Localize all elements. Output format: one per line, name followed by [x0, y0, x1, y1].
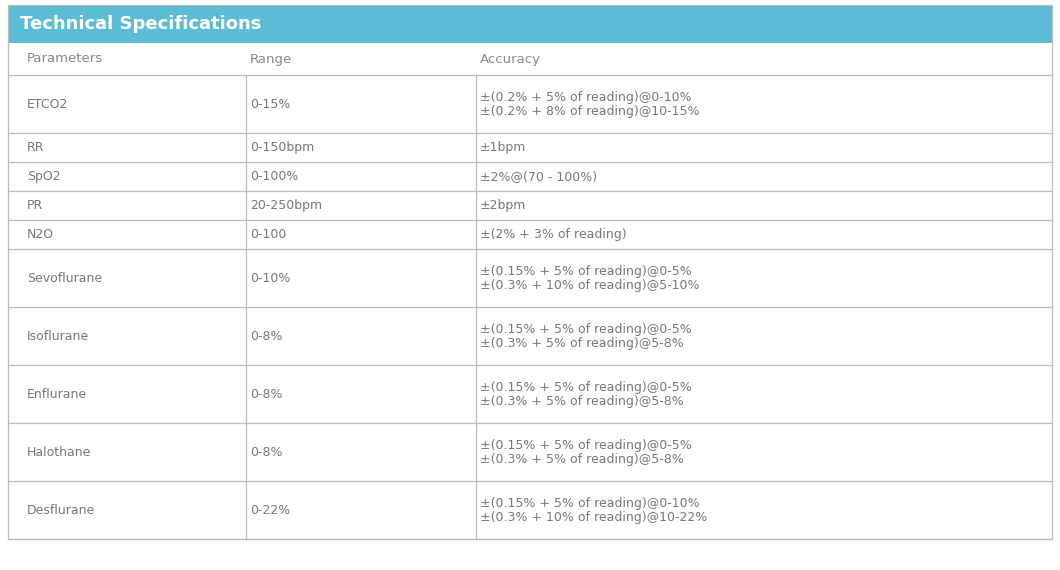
Text: ETCO2: ETCO2 — [26, 97, 68, 111]
Text: ±(0.3% + 5% of reading)@5-8%: ±(0.3% + 5% of reading)@5-8% — [480, 453, 684, 466]
Text: Technical Specifications: Technical Specifications — [20, 15, 262, 33]
Text: ±(0.3% + 10% of reading)@10-22%: ±(0.3% + 10% of reading)@10-22% — [480, 511, 707, 523]
Bar — [8, 133, 1052, 162]
Text: Parameters: Parameters — [26, 52, 103, 66]
Text: 0-10%: 0-10% — [250, 271, 290, 284]
Text: ±(0.15% + 5% of reading)@0-5%: ±(0.15% + 5% of reading)@0-5% — [480, 264, 691, 278]
Text: 0-100: 0-100 — [250, 228, 286, 241]
Text: PR: PR — [26, 199, 43, 212]
Bar — [8, 307, 1052, 365]
Bar — [8, 5, 1052, 43]
Text: 0-8%: 0-8% — [250, 388, 283, 401]
Text: Isoflurane: Isoflurane — [26, 329, 89, 343]
Text: ±(0.3% + 10% of reading)@5-10%: ±(0.3% + 10% of reading)@5-10% — [480, 279, 700, 291]
Bar — [8, 423, 1052, 481]
Text: ±(0.3% + 5% of reading)@5-8%: ±(0.3% + 5% of reading)@5-8% — [480, 394, 684, 408]
Text: 20-250bpm: 20-250bpm — [250, 199, 322, 212]
Bar — [8, 43, 1052, 75]
Text: SpO2: SpO2 — [26, 170, 60, 183]
Text: ±2%@(70 - 100%): ±2%@(70 - 100%) — [480, 170, 597, 183]
Text: ±(0.15% + 5% of reading)@0-5%: ±(0.15% + 5% of reading)@0-5% — [480, 381, 691, 393]
Text: ±(0.15% + 5% of reading)@0-5%: ±(0.15% + 5% of reading)@0-5% — [480, 323, 691, 336]
Text: 0-15%: 0-15% — [250, 97, 290, 111]
Text: RR: RR — [26, 141, 45, 154]
Text: ±(0.3% + 5% of reading)@5-8%: ±(0.3% + 5% of reading)@5-8% — [480, 336, 684, 349]
Text: ±(0.15% + 5% of reading)@0-5%: ±(0.15% + 5% of reading)@0-5% — [480, 438, 691, 451]
Text: Accuracy: Accuracy — [480, 52, 541, 66]
Bar — [8, 191, 1052, 220]
Text: Sevoflurane: Sevoflurane — [26, 271, 102, 284]
Text: Halothane: Halothane — [26, 446, 91, 458]
Bar — [8, 75, 1052, 133]
Text: ±(2% + 3% of reading): ±(2% + 3% of reading) — [480, 228, 626, 241]
Text: 0-150bpm: 0-150bpm — [250, 141, 315, 154]
Bar — [8, 365, 1052, 423]
Text: 0-8%: 0-8% — [250, 446, 283, 458]
Bar — [8, 220, 1052, 249]
Bar — [8, 249, 1052, 307]
Text: ±1bpm: ±1bpm — [480, 141, 526, 154]
Text: N2O: N2O — [26, 228, 54, 241]
Text: ±(0.15% + 5% of reading)@0-10%: ±(0.15% + 5% of reading)@0-10% — [480, 496, 700, 510]
Text: ±(0.2% + 5% of reading)@0-10%: ±(0.2% + 5% of reading)@0-10% — [480, 91, 691, 104]
Bar — [8, 481, 1052, 539]
Text: Range: Range — [250, 52, 293, 66]
Text: 0-22%: 0-22% — [250, 503, 290, 516]
Text: ±2bpm: ±2bpm — [480, 199, 526, 212]
Bar — [8, 162, 1052, 191]
Text: Enflurane: Enflurane — [26, 388, 87, 401]
Text: ±(0.2% + 8% of reading)@10-15%: ±(0.2% + 8% of reading)@10-15% — [480, 104, 700, 117]
Text: Desflurane: Desflurane — [26, 503, 95, 516]
Text: 0-8%: 0-8% — [250, 329, 283, 343]
Text: 0-100%: 0-100% — [250, 170, 299, 183]
